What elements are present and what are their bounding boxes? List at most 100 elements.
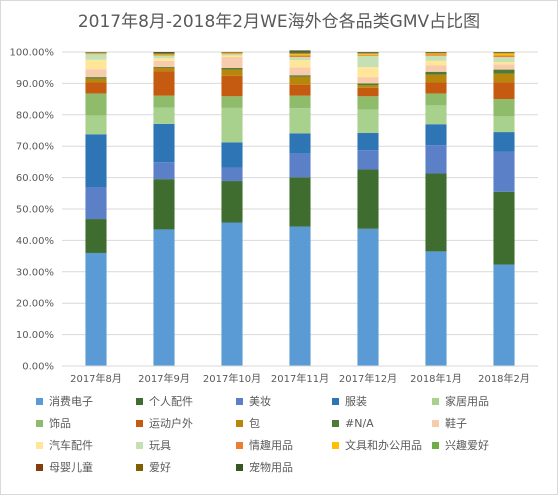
y-tick-label: 10.00% — [16, 330, 54, 341]
bar-segment — [289, 108, 311, 134]
bar-segment — [153, 123, 175, 163]
bar-segment — [357, 150, 379, 170]
bar-segment — [357, 67, 379, 78]
bar-segment — [357, 53, 379, 55]
bar-segment — [153, 60, 175, 68]
bar-segment — [357, 96, 379, 110]
bar-segment — [425, 52, 447, 53]
bar-segment — [425, 52, 447, 54]
bar-segment — [85, 252, 107, 366]
x-tick-label: 2018年1月 — [410, 372, 462, 385]
bar-segment — [425, 54, 447, 56]
y-tick-label: 90.00% — [16, 79, 54, 90]
bar-segment — [357, 85, 379, 88]
bar-segment — [221, 96, 243, 108]
bar-segment — [221, 167, 243, 182]
bar-segment — [153, 52, 175, 53]
bar-segment — [289, 133, 311, 154]
bar-segment — [85, 187, 107, 220]
bar-segment — [85, 52, 107, 54]
bar-segment — [425, 55, 447, 61]
bar-segment — [153, 68, 175, 72]
bar-segment — [289, 57, 311, 61]
bar-segment — [85, 77, 107, 79]
bar-segment — [357, 83, 379, 86]
bar-segment — [221, 181, 243, 223]
bar-segment — [289, 153, 311, 178]
bar-segment — [85, 69, 107, 78]
bar-segment — [357, 228, 379, 366]
bar-segment — [289, 54, 311, 56]
y-tick-label: 100.00% — [10, 48, 55, 59]
bar-segment — [153, 162, 175, 180]
bar-segment — [85, 115, 107, 135]
bar-segment — [425, 74, 447, 83]
bar-segment — [153, 53, 175, 54]
bar-segment — [221, 75, 243, 97]
bar-segment — [85, 134, 107, 188]
bar-segment — [153, 67, 175, 69]
bar-segment — [425, 53, 447, 55]
bar-segment — [425, 145, 447, 174]
bar-segment — [357, 55, 379, 68]
bar-segment — [85, 78, 107, 83]
bar-segment — [425, 124, 447, 146]
bar-segment — [425, 60, 447, 66]
bar-segment — [493, 73, 515, 83]
bar-segment — [221, 57, 243, 69]
bar-segment — [357, 52, 379, 54]
bar-segment — [357, 54, 379, 56]
bar-segment — [221, 222, 243, 366]
bar-segment — [289, 67, 311, 76]
bar-segment — [221, 69, 243, 76]
bar-segment — [357, 109, 379, 134]
y-tick-label: 30.00% — [16, 267, 54, 278]
bar-segment — [425, 82, 447, 94]
bar-segment — [153, 54, 175, 56]
bar-segment — [221, 52, 243, 54]
bar-segment — [493, 62, 515, 65]
bar-segment — [425, 105, 447, 125]
bar-segment — [357, 169, 379, 229]
bar-segment — [289, 95, 311, 109]
bar-segment — [153, 95, 175, 108]
bar-segment — [493, 116, 515, 133]
bar-segment — [221, 54, 243, 56]
bar-segment — [289, 84, 311, 96]
bar-segment — [221, 142, 243, 168]
bar-segment — [153, 179, 175, 230]
bar-segment — [153, 229, 175, 366]
bar-segment — [221, 55, 243, 58]
bar-segment — [425, 71, 447, 75]
bar-segment — [153, 55, 175, 56]
bar-segment — [425, 93, 447, 106]
bar-segment — [357, 87, 379, 97]
bar-segment — [85, 82, 107, 94]
bar-segment — [493, 99, 515, 117]
y-tick-label: 50.00% — [16, 205, 54, 216]
bar-segment — [357, 77, 379, 84]
bar-segment — [289, 226, 311, 366]
bar-segment — [425, 65, 447, 72]
bar-segment — [493, 52, 515, 54]
bar-segment — [357, 52, 379, 53]
x-tick-label: 2018年2月 — [478, 372, 530, 385]
x-tick-label: 2017年11月 — [271, 372, 329, 385]
bar-segment — [493, 82, 515, 100]
bar-segment — [153, 58, 175, 61]
bar-segment — [153, 55, 175, 59]
bar-segment — [493, 264, 515, 366]
bar-segment — [493, 57, 515, 63]
bar-segment — [153, 53, 175, 55]
bar-segment — [289, 55, 311, 58]
bar-segment — [85, 59, 107, 70]
bar-segment — [221, 53, 243, 55]
bar-segment — [493, 191, 515, 265]
y-tick-label: 0.00% — [22, 362, 54, 373]
bar-segment — [85, 93, 107, 116]
bar-segment — [425, 251, 447, 366]
bar-segment — [357, 133, 379, 151]
chart-title: 2017年8月-2018年2月WE海外仓各品类GMV占比图 — [77, 12, 481, 32]
bar-segment — [289, 52, 311, 54]
